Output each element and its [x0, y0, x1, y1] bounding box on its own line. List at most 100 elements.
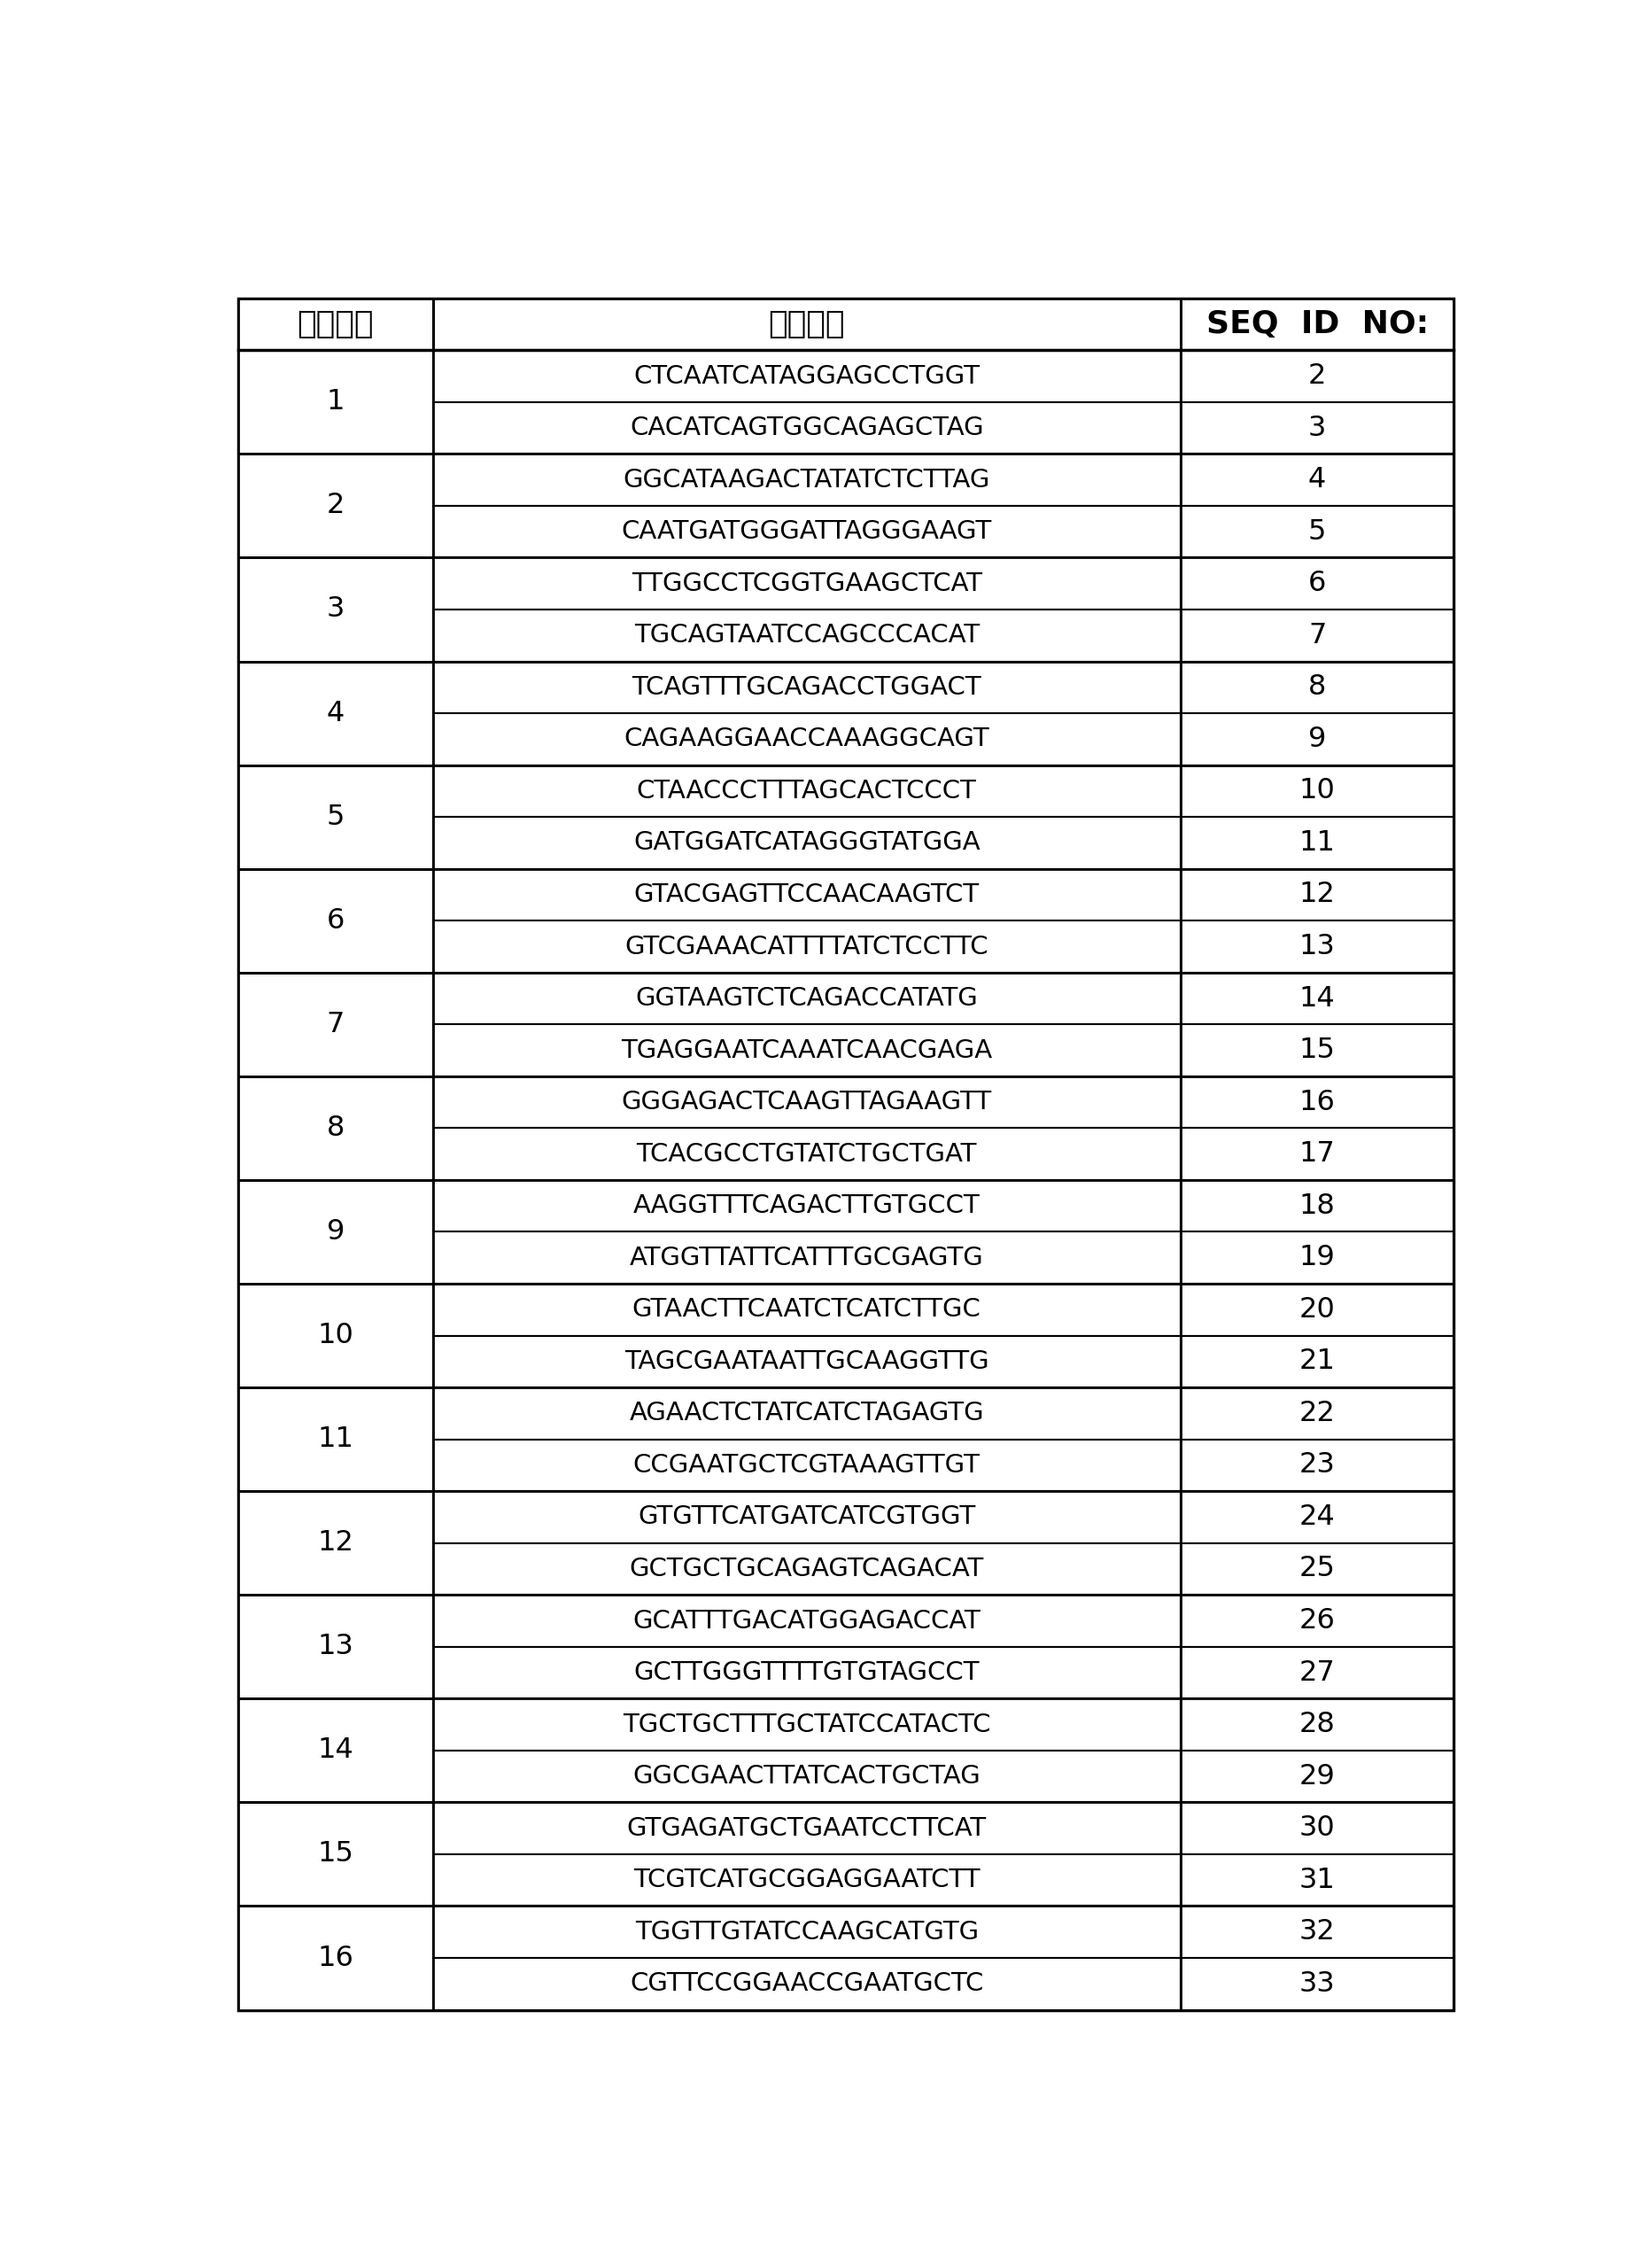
Text: 16: 16 [1299, 1089, 1336, 1116]
Bar [1180, 1647, 1455, 1699]
Bar [1180, 1179, 1455, 1232]
Bar [1180, 401, 1455, 454]
Bar [433, 869, 1180, 921]
Bar [433, 973, 1180, 1025]
Text: 15: 15 [1299, 1036, 1336, 1064]
Bar [238, 1905, 433, 2009]
Bar [1180, 1803, 1455, 1855]
Bar [238, 764, 433, 869]
Text: CAGAAGGAACCAAAGGCAGT: CAGAAGGAACCAAAGGCAGT [624, 726, 989, 751]
Bar [433, 1232, 1180, 1284]
Bar [433, 1803, 1180, 1855]
Bar [433, 1751, 1180, 1803]
Text: 31: 31 [1299, 1867, 1336, 1894]
Bar [433, 1905, 1180, 1957]
Bar [433, 1855, 1180, 1905]
Text: 7: 7 [327, 1012, 345, 1039]
Text: 14: 14 [317, 1737, 353, 1765]
Bar [1180, 1388, 1455, 1440]
Bar [433, 349, 1180, 401]
Text: 18: 18 [1299, 1193, 1336, 1220]
Text: 24: 24 [1299, 1504, 1336, 1531]
Bar [433, 1957, 1180, 2009]
Bar [238, 1699, 433, 1803]
Bar [433, 1699, 1180, 1751]
Text: 7: 7 [1308, 621, 1326, 649]
Text: GTGTTCATGATCATCGTGGT: GTGTTCATGATCATCGTGGT [637, 1504, 976, 1529]
Bar [433, 1388, 1180, 1440]
Text: 16: 16 [317, 1944, 353, 1971]
Text: TCAGTTTGCAGACCTGGACT: TCAGTTTGCAGACCTGGACT [632, 676, 981, 701]
Bar [1180, 1127, 1455, 1179]
Bar [433, 764, 1180, 816]
Bar [1180, 1232, 1455, 1284]
Bar [433, 921, 1180, 973]
Bar [1180, 1490, 1455, 1542]
Bar [238, 1388, 433, 1490]
Text: SEQ  ID  NO:: SEQ ID NO: [1205, 308, 1428, 340]
Bar [1180, 610, 1455, 662]
Bar [238, 662, 433, 764]
Bar [433, 1077, 1180, 1127]
Bar [433, 1594, 1180, 1647]
Bar [1180, 506, 1455, 558]
Bar [1180, 1751, 1455, 1803]
Bar [433, 1336, 1180, 1388]
Bar [433, 1284, 1180, 1336]
Text: AAGGTTTCAGACTTGTGCCT: AAGGTTTCAGACTTGTGCCT [632, 1193, 981, 1218]
Bar [433, 1803, 1180, 1855]
Bar [433, 1542, 1180, 1594]
Text: CTAACCCTTTAGCACTCCCT: CTAACCCTTTAGCACTCCCT [637, 778, 977, 803]
Text: TGGTTGTATCCAAGCATGTG: TGGTTGTATCCAAGCATGTG [634, 1919, 979, 1944]
Text: GCTGCTGCAGAGTCAGACAT: GCTGCTGCAGAGTCAGACAT [629, 1556, 984, 1581]
Text: TGCAGTAATCCAGCCCACAT: TGCAGTAATCCAGCCCACAT [634, 624, 979, 649]
Bar [433, 764, 1180, 816]
Bar [1180, 1025, 1455, 1077]
Text: 9: 9 [1308, 726, 1326, 753]
Bar [1180, 712, 1455, 764]
Bar [1180, 1855, 1455, 1905]
Bar [433, 454, 1180, 506]
Text: 8: 8 [327, 1114, 345, 1141]
Text: TAGCGAATAATTGCAAGGTTG: TAGCGAATAATTGCAAGGTTG [624, 1349, 989, 1374]
Bar [433, 1025, 1180, 1077]
Bar [1180, 1284, 1455, 1336]
Text: 15: 15 [317, 1839, 353, 1869]
Bar [433, 1855, 1180, 1905]
Text: AGAACTCTATCATCTAGAGTG: AGAACTCTATCATCTAGAGTG [629, 1402, 984, 1427]
Bar [433, 299, 1180, 349]
Text: 10: 10 [1299, 778, 1336, 805]
Text: 25: 25 [1299, 1556, 1336, 1583]
Bar [238, 349, 433, 454]
Bar [433, 1957, 1180, 2009]
Bar [1180, 349, 1455, 401]
Text: 23: 23 [1299, 1452, 1336, 1479]
Text: GTACGAGTTCCAACAAGTCT: GTACGAGTTCCAACAAGTCT [634, 882, 979, 907]
Text: TTGGCCTCGGTGAAGCTCAT: TTGGCCTCGGTGAAGCTCAT [631, 572, 982, 596]
Bar [433, 401, 1180, 454]
Text: 3: 3 [327, 596, 345, 624]
Bar [433, 816, 1180, 869]
Text: 引物序列: 引物序列 [768, 308, 845, 340]
Bar [433, 349, 1180, 401]
Bar [433, 921, 1180, 973]
Bar [1180, 1905, 1455, 1957]
Bar [238, 1179, 433, 1284]
Bar [433, 558, 1180, 610]
Bar [433, 1490, 1180, 1542]
Text: 9: 9 [327, 1218, 345, 1245]
Bar [433, 1699, 1180, 1751]
Text: 28: 28 [1299, 1710, 1336, 1737]
Text: ATGGTTATTCATTTGCGAGTG: ATGGTTATTCATTTGCGAGTG [629, 1245, 984, 1270]
Text: 2: 2 [1308, 363, 1326, 390]
Text: GGCGAACTTATCACTGCTAG: GGCGAACTTATCACTGCTAG [632, 1765, 981, 1789]
Bar [433, 506, 1180, 558]
Text: 4: 4 [327, 699, 345, 728]
Bar [433, 1647, 1180, 1699]
Bar [238, 869, 433, 973]
Bar [433, 816, 1180, 869]
Bar [433, 1751, 1180, 1803]
Bar [1180, 662, 1455, 712]
Text: 33: 33 [1299, 1971, 1336, 1998]
Text: 1: 1 [327, 388, 345, 415]
